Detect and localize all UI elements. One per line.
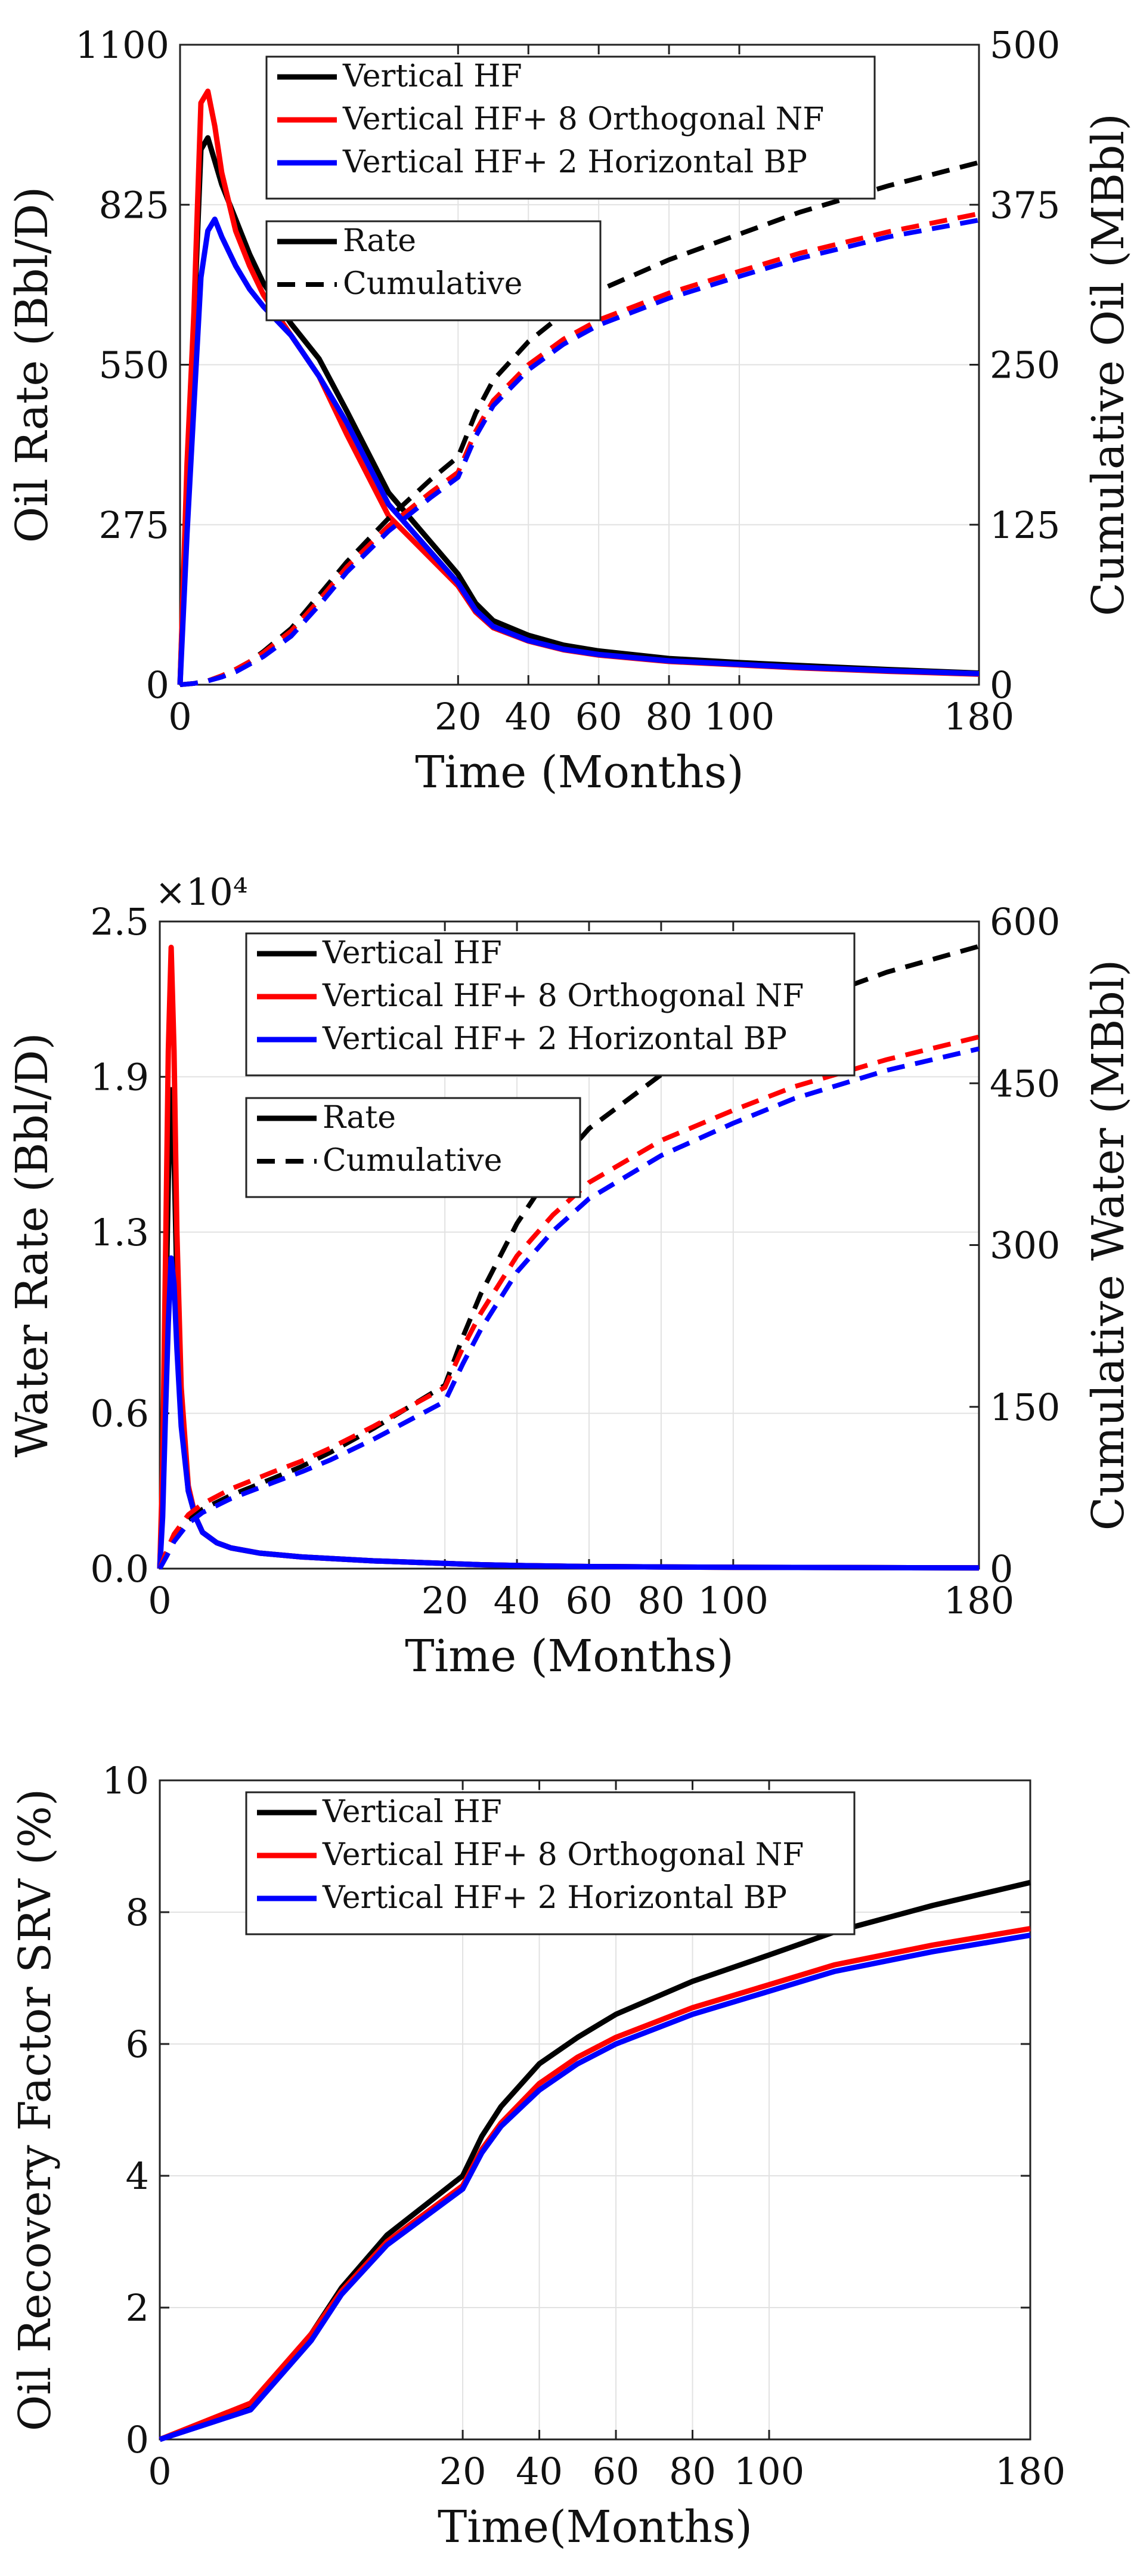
y2-axis-label: Cumulative Water (MBbl) [1083, 960, 1134, 1531]
style-legend-entry: Cumulative [323, 1143, 502, 1179]
y2-axis-label: Cumulative Oil (MBbl) [1083, 113, 1134, 616]
chart-1: 0 20 40 60 80 100 1800275550825110001252503755… [7, 23, 1134, 798]
x-tick-label: 100 [734, 2450, 804, 2493]
style-legend-box [265, 220, 602, 321]
x-axis-label: Time(Months) [438, 2501, 752, 2553]
x-tick-label: 0 [148, 1579, 171, 1622]
y-tick-label: 1.9 [90, 1055, 149, 1099]
x-tick-label: 40 [516, 2450, 563, 2493]
y2-tick-label: 150 [990, 1386, 1060, 1429]
y-tick-label: 550 [99, 344, 169, 387]
x-tick-label: 180 [944, 1579, 1014, 1622]
series-line-cumulative-4 [179, 211, 980, 687]
style-legend: Rate Cumulative [265, 220, 602, 321]
style-legend: Rate Cumulative [245, 1097, 581, 1198]
style-legend-box [245, 1097, 581, 1198]
x-tick-label: 0 [168, 695, 191, 738]
style-legend-entry: Rate [323, 1100, 396, 1136]
y2-tick-label: 0 [990, 663, 1013, 707]
series-line-cumulative-3 [179, 160, 980, 687]
x-tick-label: 100 [704, 695, 774, 738]
plot-frame [159, 1779, 1031, 2441]
chart-2: 0 20 40 60 80 100 180 0.0 0.6 1.3 1.9 2.5 0 150 300 450… [7, 870, 1134, 1682]
y2-tick-label: 125 [990, 503, 1060, 547]
y-tick-label: 8 [126, 1891, 149, 1934]
y-tick-label: 825 [99, 183, 169, 227]
y-tick-label: 1.3 [90, 1211, 149, 1254]
series-line-2 [159, 1932, 1031, 2442]
x-tick-label: 80 [669, 2450, 716, 2493]
chart-3: 0 20 40 60 80 100 180 0 2 4 6 8 10 Time(Months) Oil Re… [10, 1759, 1065, 2553]
x-tick-label: 40 [505, 695, 552, 738]
legend-box [245, 1791, 856, 1935]
y2-tick-label: 500 [990, 23, 1060, 67]
y2-tick-label: 450 [990, 1062, 1060, 1105]
legend-entry: Vertical HF [342, 58, 522, 94]
y-tick-label: 0 [146, 663, 169, 707]
y-tick-label: 4 [126, 2154, 149, 2198]
y2-tick-label: 0 [990, 1547, 1013, 1591]
x-axis-label: Time (Months) [415, 747, 744, 798]
y-tick-label: 6 [126, 2023, 149, 2066]
x-tick-label: 180 [944, 695, 1014, 738]
x-tick-label: 20 [435, 695, 482, 738]
legend-entry: Vertical HF+ 8 Orthogonal NF [322, 1837, 804, 1873]
legend-entry: Vertical HF [322, 935, 502, 971]
y-tick-label: 0.6 [90, 1392, 149, 1436]
x-tick-label: 60 [593, 2450, 640, 2493]
series-line-rate-2 [157, 1255, 980, 1571]
y-tick-label: 1100 [75, 23, 169, 67]
y2-tick-label: 600 [990, 900, 1060, 944]
style-legend-entry: Cumulative [343, 266, 522, 302]
legend-entry: Vertical HF+ 2 Horizontal BP [322, 1880, 787, 1916]
series-line-cumulative-5 [157, 1046, 980, 1570]
y2-tick-label: 250 [990, 344, 1060, 387]
y2-tick-label: 375 [990, 183, 1060, 227]
exponent-label: ×10⁴ [155, 870, 248, 914]
y-tick-label: 10 [102, 1759, 149, 1802]
y-axis-label: Oil Rate (Bbl/D) [7, 187, 58, 543]
style-legend-entry: Rate [343, 223, 416, 259]
legend: Vertical HF Vertical HF+ 8 Orthogonal NF V… [245, 1791, 856, 1935]
series-line-rate-2 [177, 217, 980, 685]
x-tick-label: 20 [422, 1579, 469, 1622]
y-tick-label: 0 [126, 2418, 149, 2461]
series-line-1 [159, 1926, 1031, 2442]
x-tick-label: 80 [637, 1579, 684, 1622]
x-tick-label: 20 [439, 2450, 487, 2493]
x-tick-label: 80 [646, 695, 693, 738]
legend-entry: Vertical HF+ 2 Horizontal BP [342, 144, 807, 180]
y-axis-label: Oil Recovery Factor SRV (%) [10, 1789, 61, 2431]
x-tick-label: 100 [698, 1579, 769, 1622]
x-tick-label: 60 [575, 695, 622, 738]
legend-entry: Vertical HF [322, 1794, 502, 1830]
x-tick-label: 40 [494, 1579, 541, 1622]
y-tick-label: 275 [99, 503, 169, 547]
legend-box [265, 55, 876, 200]
y-tick-label: 2.5 [90, 900, 149, 944]
legend-entry: Vertical HF+ 8 Orthogonal NF [342, 101, 824, 137]
legend-entry: Vertical HF+ 2 Horizontal BP [322, 1021, 787, 1057]
series-line-cumulative-5 [179, 218, 980, 687]
x-tick-label: 0 [148, 2450, 171, 2493]
x-tick-label: 180 [995, 2450, 1065, 2493]
legend-box [245, 932, 856, 1077]
legend: Vertical HF Vertical HF+ 8 Orthogonal NF V… [265, 55, 876, 200]
x-tick-label: 60 [566, 1579, 613, 1622]
y-axis-label: Water Rate (Bbl/D) [7, 1032, 58, 1457]
series-line-cumulative-4 [157, 1034, 980, 1570]
y2-tick-label: 300 [990, 1224, 1060, 1267]
legend: Vertical HF Vertical HF+ 8 Orthogonal NF V… [245, 932, 856, 1077]
y-tick-label: 0.0 [90, 1547, 149, 1591]
series-line-rate-0 [177, 135, 980, 685]
y-tick-label: 2 [126, 2286, 149, 2330]
legend-entry: Vertical HF+ 8 Orthogonal NF [322, 978, 804, 1014]
x-axis-label: Time (Months) [405, 1631, 734, 1682]
